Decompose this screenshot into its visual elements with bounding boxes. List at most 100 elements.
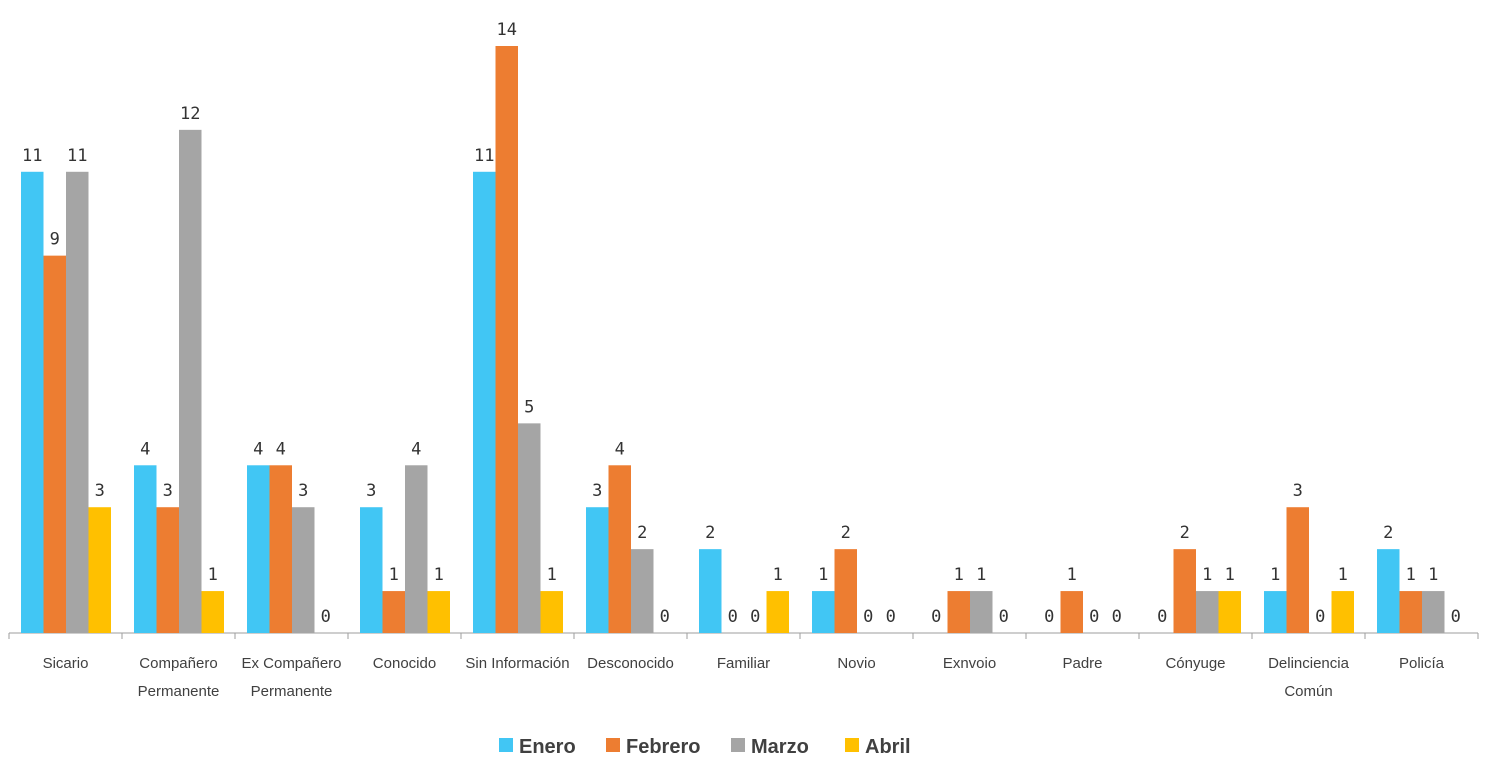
- value-label: 2: [705, 523, 715, 543]
- value-label: 0: [931, 607, 941, 627]
- bar-febrero-7: [834, 549, 857, 633]
- category-label: Desconocido: [587, 655, 674, 672]
- value-label: 4: [411, 439, 421, 459]
- bar-abril-4: [540, 591, 563, 633]
- value-label: 0: [999, 607, 1009, 627]
- bar-enero-7: [812, 591, 835, 633]
- value-label: 0: [660, 607, 670, 627]
- bar-abril-10: [1218, 591, 1241, 633]
- bar-marzo-2: [292, 507, 315, 633]
- category-label: Común: [1284, 683, 1332, 700]
- bar-abril-11: [1331, 591, 1354, 633]
- bar-marzo-8: [970, 591, 993, 633]
- value-label: 0: [750, 607, 760, 627]
- value-label: 1: [818, 565, 828, 585]
- category-label: Sin Información: [465, 655, 569, 672]
- bar-marzo-1: [179, 129, 202, 633]
- bar-febrero-3: [382, 591, 405, 633]
- value-label: 1: [389, 565, 399, 585]
- value-label: 1: [773, 565, 783, 585]
- category-label: Ex Compañero: [241, 655, 341, 672]
- value-label: 1: [954, 565, 964, 585]
- value-label: 12: [180, 104, 200, 124]
- value-label: 0: [1089, 607, 1099, 627]
- value-label: 9: [50, 230, 60, 250]
- legend-label-febrero: Febrero: [626, 736, 700, 758]
- bar-febrero-8: [947, 591, 970, 633]
- value-label: 3: [163, 481, 173, 501]
- value-label: 2: [841, 523, 851, 543]
- value-label: 2: [637, 523, 647, 543]
- bar-marzo-10: [1196, 591, 1219, 633]
- value-label: 4: [276, 439, 286, 459]
- category-label: Cónyuge: [1165, 655, 1225, 672]
- bar-marzo-0: [66, 171, 89, 634]
- bar-marzo-12: [1422, 591, 1445, 633]
- value-label: 4: [615, 439, 625, 459]
- category-labels-group: Sicario Compañero Permanente Ex Compañero Pe…: [43, 655, 1445, 700]
- value-label: 1: [1067, 565, 1077, 585]
- category-label: Permanente: [138, 683, 220, 700]
- bar-abril-6: [766, 591, 789, 633]
- value-label: 0: [863, 607, 873, 627]
- bar-abril-3: [427, 591, 450, 633]
- category-label: Familiar: [717, 655, 770, 672]
- value-label: 4: [253, 439, 263, 459]
- value-label: 3: [592, 481, 602, 501]
- value-label: 1: [547, 565, 557, 585]
- bar-febrero-10: [1173, 549, 1196, 633]
- bar-enero-2: [247, 465, 270, 633]
- bar-marzo-3: [405, 465, 428, 633]
- value-label: 1: [1406, 565, 1416, 585]
- value-label: 1: [208, 565, 218, 585]
- value-label: 3: [1293, 481, 1303, 501]
- category-label: Novio: [837, 655, 875, 672]
- value-label: 3: [366, 481, 376, 501]
- bar-enero-1: [134, 465, 157, 633]
- value-label: 0: [886, 607, 896, 627]
- category-label: Compañero: [139, 655, 217, 672]
- bar-enero-12: [1377, 549, 1400, 633]
- value-label: 0: [1044, 607, 1054, 627]
- bar-abril-0: [88, 507, 111, 633]
- category-label: Conocido: [373, 655, 436, 672]
- bar-febrero-4: [495, 46, 518, 633]
- category-label: Exnvoio: [943, 655, 996, 672]
- value-label: 0: [321, 607, 331, 627]
- bar-febrero-0: [43, 255, 66, 633]
- legend-swatch-enero: [499, 738, 513, 752]
- bar-enero-3: [360, 507, 383, 633]
- value-label: 3: [298, 481, 308, 501]
- value-label: 2: [1383, 523, 1393, 543]
- bar-febrero-2: [269, 465, 292, 633]
- bar-febrero-5: [608, 465, 631, 633]
- legend-swatch-marzo: [731, 738, 745, 752]
- value-label: 1: [1428, 565, 1438, 585]
- bar-marzo-5: [631, 549, 654, 633]
- value-label: 0: [1157, 607, 1167, 627]
- legend-swatch-febrero: [606, 738, 620, 752]
- bar-enero-0: [21, 171, 44, 634]
- value-label: 0: [1112, 607, 1122, 627]
- legend-label-enero: Enero: [519, 736, 576, 758]
- value-label: 14: [497, 20, 517, 40]
- value-label: 2: [1180, 523, 1190, 543]
- value-label: 5: [524, 397, 534, 417]
- category-label: Permanente: [251, 683, 333, 700]
- category-label: Padre: [1062, 655, 1102, 672]
- bar-abril-1: [201, 591, 224, 633]
- bar-enero-11: [1264, 591, 1287, 633]
- bar-enero-6: [699, 549, 722, 633]
- x-axis-ticks: [8, 633, 1479, 639]
- legend-label-abril: Abril: [865, 736, 911, 758]
- value-label: 0: [1451, 607, 1461, 627]
- bar-febrero-12: [1399, 591, 1422, 633]
- bar-febrero-11: [1286, 507, 1309, 633]
- value-label: 1: [1202, 565, 1212, 585]
- bar-febrero-9: [1060, 591, 1083, 633]
- value-label: 1: [976, 565, 986, 585]
- value-label: 11: [67, 146, 87, 166]
- value-label: 11: [474, 146, 494, 166]
